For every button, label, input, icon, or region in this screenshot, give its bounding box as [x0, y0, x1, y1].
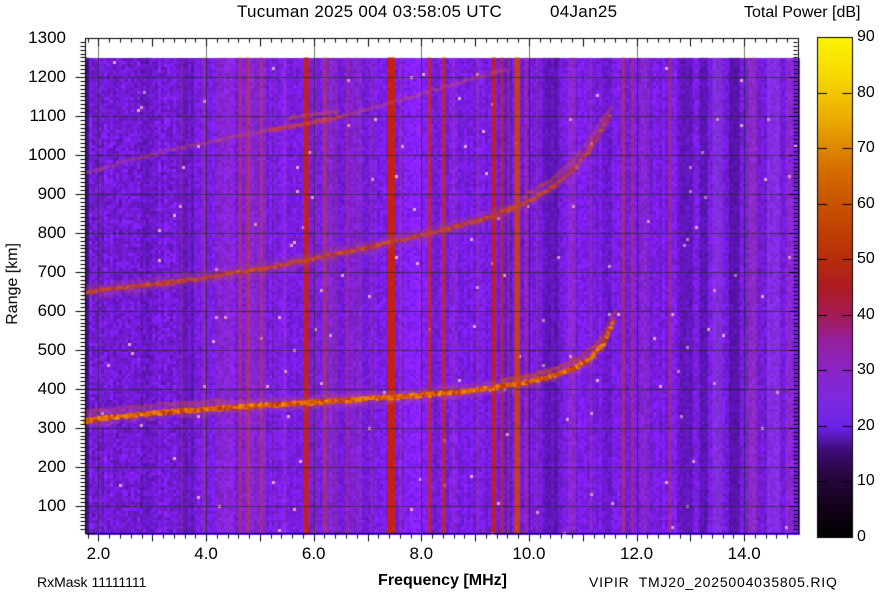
colorbar-tick-label: 80 — [857, 83, 875, 101]
x-tick-label: 14.0 — [727, 544, 761, 563]
colorbar-title: Total Power [dB] — [744, 4, 861, 21]
colorbar-tick-label: 0 — [857, 528, 866, 545]
x-tick-label: 6.0 — [301, 544, 326, 563]
x-axis-label: Frequency [MHz] — [378, 572, 507, 589]
plot-date: 04Jan25 — [550, 2, 618, 21]
colorbar-tick-label: 30 — [857, 361, 875, 379]
y-tick-label: 600 — [37, 300, 66, 320]
y-tick-label: 300 — [37, 417, 66, 437]
x-tick-label: 12.0 — [620, 544, 654, 563]
y-tick-label: 900 — [37, 183, 66, 203]
y-tick-label: 700 — [37, 261, 66, 281]
colorbar-tick-label: 20 — [857, 416, 875, 434]
colorbar-tick-label: 70 — [857, 139, 875, 157]
x-tick-label: 10.0 — [512, 544, 546, 563]
rx-mask-annotation: RxMask 11111111 — [37, 574, 147, 590]
y-tick-label: 1000 — [28, 144, 66, 164]
colorbar-tick-label: 90 — [857, 28, 875, 45]
y-tick-label: 100 — [37, 495, 66, 515]
colorbar-tick-label: 10 — [857, 472, 875, 490]
y-tick-label: 1100 — [29, 105, 66, 125]
colorbar-tick-label: 40 — [857, 305, 875, 323]
plot-title: Tucuman 2025 004 03:58:05 UTC — [237, 2, 503, 21]
y-tick-label: 500 — [37, 339, 66, 359]
x-tick-label: 8.0 — [409, 544, 434, 563]
y-tick-label: 400 — [37, 378, 66, 398]
y-tick-label: 200 — [37, 456, 66, 476]
x-tick-label: 2.0 — [86, 544, 111, 563]
y-tick-label: 1200 — [28, 66, 66, 86]
colorbar-tick-label: 50 — [857, 250, 875, 268]
colorbar-tick-label: 60 — [857, 194, 875, 212]
filename-annotation: VIPIR TMJ20_2025004035805.RIQ — [589, 574, 838, 590]
y-tick-label: 1300 — [28, 28, 66, 47]
x-tick-label: 4.0 — [194, 544, 218, 563]
y-tick-label: 800 — [37, 222, 66, 242]
